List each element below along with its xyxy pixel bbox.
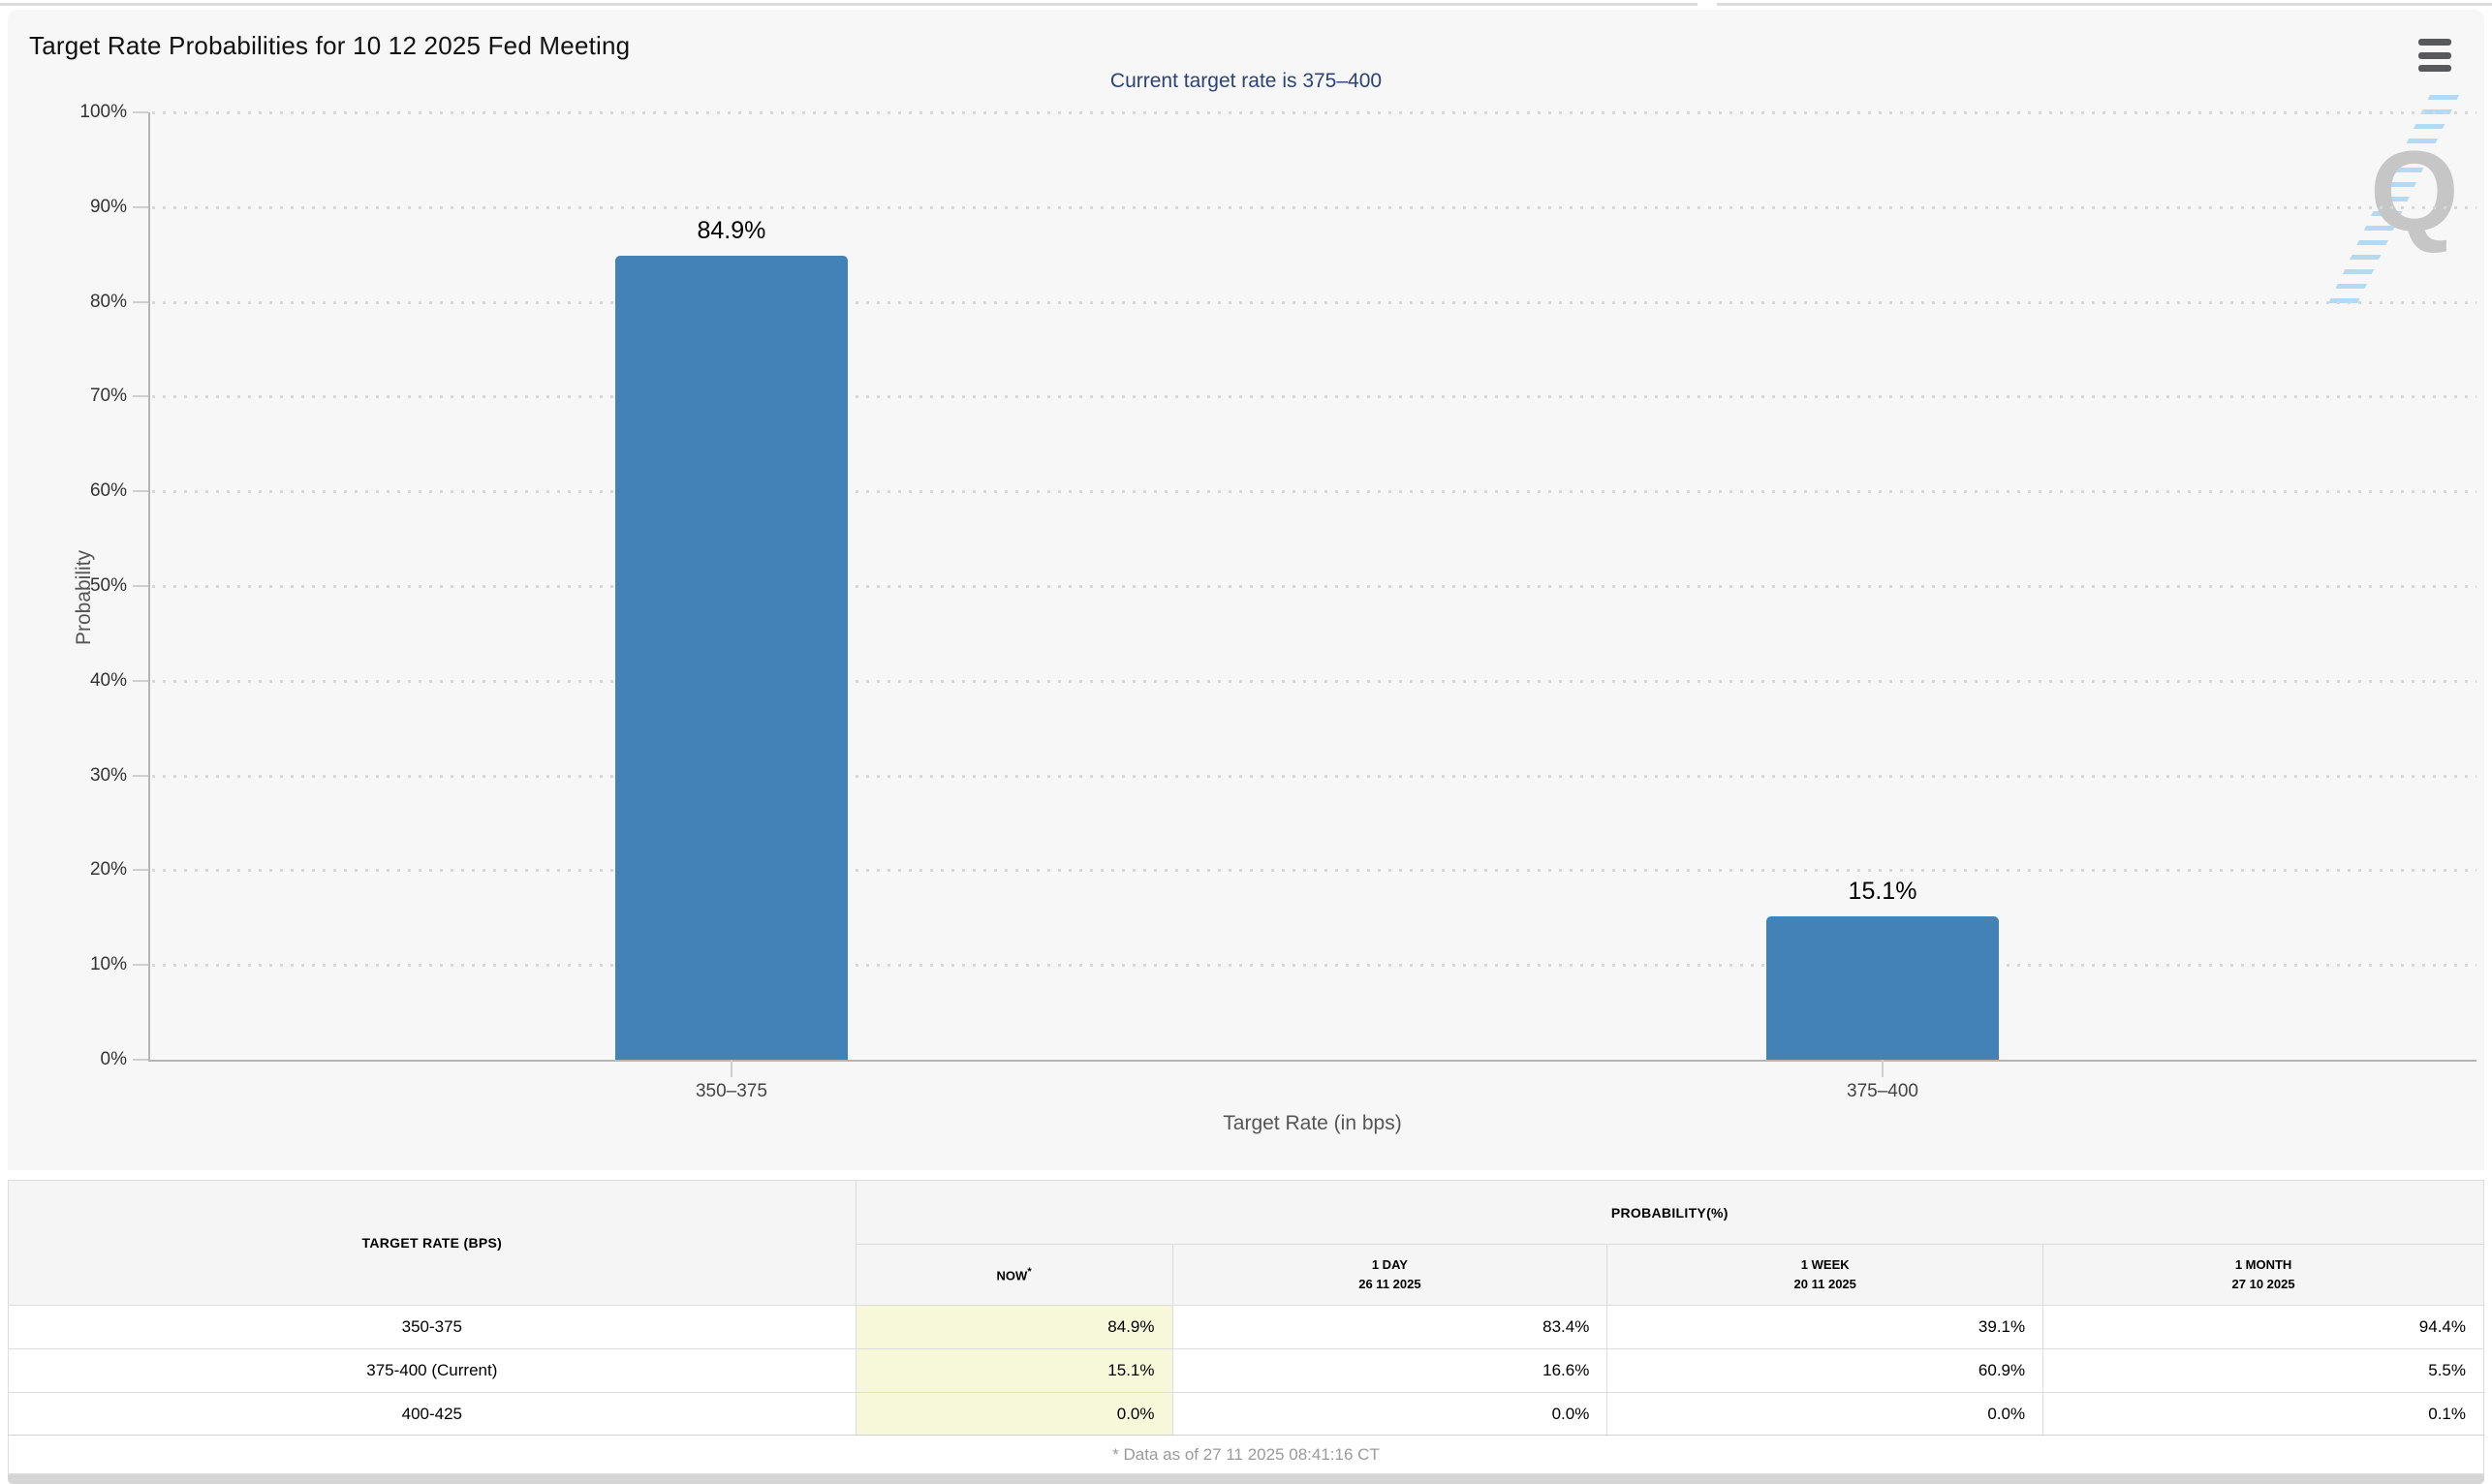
gridline xyxy=(152,869,2476,873)
gridline xyxy=(152,774,2476,778)
chart-panel: Target Rate Probabilities for 10 12 2025… xyxy=(8,10,2484,1170)
table-row: 350-375 84.9% 83.4% 39.1% 94.4% xyxy=(8,1305,2484,1349)
y-axis-tick-label: 50% xyxy=(89,575,127,596)
gridline xyxy=(152,585,2476,588)
y-axis-tick-label: 40% xyxy=(89,669,127,691)
week-value-cell: 0.0% xyxy=(1606,1392,2044,1437)
chart-subtitle: Current target rate is 375–400 xyxy=(1109,70,1383,92)
col-header-now-label: NOW xyxy=(996,1268,1028,1283)
gridline xyxy=(152,490,2476,494)
y-axis-line xyxy=(148,112,150,1060)
probability-bar[interactable] xyxy=(1765,916,1999,1060)
gridline xyxy=(152,205,2476,209)
y-axis-tick xyxy=(133,111,148,113)
col-header-1week-date: 20 11 2025 xyxy=(1793,1277,1856,1291)
data-as-of-note: * Data as of 27 11 2025 08:41:16 CT xyxy=(8,1435,2484,1474)
bar-value-label: 84.9% xyxy=(697,216,766,244)
y-axis-tick-label: 70% xyxy=(89,386,127,407)
gridline xyxy=(152,964,2476,968)
bar-value-label: 15.1% xyxy=(1848,878,1917,906)
x-axis-title: Target Rate (in bps) xyxy=(1223,1112,1402,1134)
y-axis-tick xyxy=(133,774,148,777)
col-header-1day-label: 1 DAY xyxy=(1371,1256,1408,1272)
now-value-cell: 0.0% xyxy=(855,1392,1173,1437)
plot-area: 0% 10% 20% 30% 40% 50% 60% 70% 80% 90% 100% 84.9% 35… xyxy=(79,102,2476,1101)
col-header-1month: 1 MONTH 27 10 2025 xyxy=(2042,1244,2484,1306)
y-axis-tick xyxy=(133,964,148,967)
top-divider-right xyxy=(1717,3,2492,6)
day-value-cell: 16.6% xyxy=(1171,1348,1608,1393)
probability-table: TARGET RATE (BPS) PROBABILITY(%) NOW* 1 … xyxy=(8,1180,2485,1437)
probability-bar[interactable] xyxy=(614,255,848,1060)
y-axis-tick-label: 60% xyxy=(89,480,127,502)
rate-range-cell: 400-425 xyxy=(8,1392,857,1437)
col-header-1day-date: 26 11 2025 xyxy=(1358,1277,1421,1291)
table-row: 400-425 0.0% 0.0% 0.0% 0.1% xyxy=(8,1392,2484,1437)
now-asterisk: * xyxy=(1027,1265,1032,1278)
month-value-cell: 94.4% xyxy=(2042,1305,2484,1349)
now-value-cell: 15.1% xyxy=(855,1348,1173,1393)
col-header-1month-label: 1 MONTH xyxy=(2234,1256,2292,1272)
y-axis-tick xyxy=(133,585,148,587)
col-header-1month-date: 27 10 2025 xyxy=(2231,1277,2295,1291)
month-value-cell: 0.1% xyxy=(2042,1392,2484,1437)
col-header-target-rate: TARGET RATE (BPS) xyxy=(8,1180,857,1306)
x-axis-tick-label: 375–400 xyxy=(1847,1081,1918,1101)
bottom-strip xyxy=(8,1474,2484,1484)
chart-title: Target Rate Probabilities for 10 12 2025… xyxy=(29,31,631,60)
col-header-1week: 1 WEEK 20 11 2025 xyxy=(1606,1244,2044,1306)
x-axis-tick xyxy=(730,1060,732,1077)
month-value-cell: 5.5% xyxy=(2042,1348,2484,1393)
y-axis-tick-label: 0% xyxy=(100,1049,127,1069)
day-value-cell: 0.0% xyxy=(1171,1392,1608,1437)
y-axis-tick xyxy=(133,869,148,872)
now-value-cell: 84.9% xyxy=(855,1305,1173,1349)
y-axis-tick xyxy=(133,679,148,682)
hamburger-bar xyxy=(2418,39,2451,46)
y-axis-tick-label: 10% xyxy=(89,954,127,975)
y-axis-tick-label: 80% xyxy=(89,291,127,312)
y-axis-tick xyxy=(133,205,148,208)
hamburger-bar xyxy=(2418,51,2451,59)
gridline xyxy=(152,300,2476,304)
y-axis-tick-label: 90% xyxy=(89,196,127,217)
y-axis-tick-label: 30% xyxy=(89,764,127,786)
rate-range-cell: 375-400 (Current) xyxy=(8,1348,857,1393)
day-value-cell: 83.4% xyxy=(1171,1305,1608,1349)
x-axis-tick xyxy=(1881,1060,1884,1077)
y-axis-tick xyxy=(133,395,148,398)
gridline xyxy=(152,395,2476,399)
gridline xyxy=(152,111,2476,114)
rate-range-cell: 350-375 xyxy=(8,1305,857,1349)
table-row: 375-400 (Current) 15.1% 16.6% 60.9% 5.5% xyxy=(8,1348,2484,1393)
col-header-probability-group: PROBABILITY(%) xyxy=(855,1180,2485,1245)
hamburger-bar xyxy=(2418,65,2451,72)
y-axis-tick xyxy=(133,490,148,493)
y-axis-tick-label: 100% xyxy=(79,102,127,122)
x-axis-line xyxy=(148,1060,2476,1062)
y-axis-title: Probability xyxy=(73,549,96,646)
top-divider-left xyxy=(0,3,1698,6)
gridline xyxy=(152,679,2476,683)
x-axis-tick-label: 350–375 xyxy=(695,1081,767,1101)
week-value-cell: 39.1% xyxy=(1606,1305,2044,1349)
col-header-1week-label: 1 WEEK xyxy=(1800,1256,1850,1272)
hamburger-menu-icon[interactable] xyxy=(2418,39,2453,72)
y-axis-tick xyxy=(133,1059,148,1061)
col-header-1day: 1 DAY 26 11 2025 xyxy=(1171,1244,1608,1306)
y-axis-tick xyxy=(133,300,148,303)
week-value-cell: 60.9% xyxy=(1606,1348,2044,1393)
col-header-now: NOW* xyxy=(855,1244,1173,1306)
y-axis-tick-label: 20% xyxy=(89,859,127,881)
